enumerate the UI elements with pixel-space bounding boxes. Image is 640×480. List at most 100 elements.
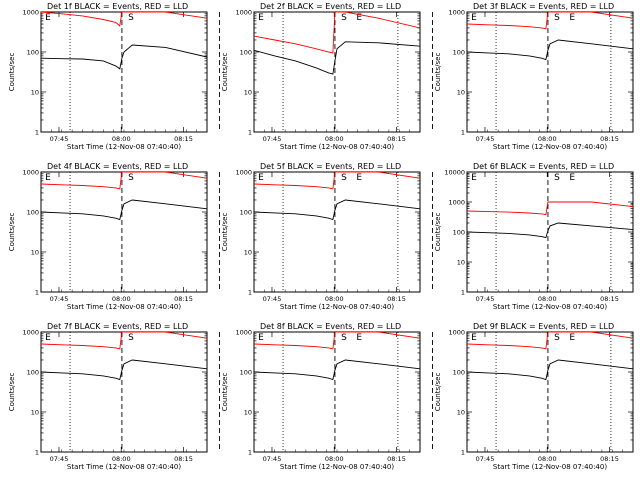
s-marker-label: S [554,333,560,343]
e-marker-label: E [569,173,575,183]
series-line-events [467,39,633,61]
y-tick-label: 1 [248,129,252,137]
e-marker-label: E [569,13,575,23]
e-marker-label: E [356,333,362,343]
x-tick-label: 07:45 [263,135,282,143]
y-tick-label: 100 [240,49,252,57]
y-tick-label: 100 [240,209,252,217]
y-tick-label: 10 [457,409,465,417]
panel-det-7: Det 7f BLACK = Events, RED = LLD 1 10 100 10… [8,322,399,471]
y-tick-label: 10 [31,89,39,97]
y-tick-label: 10 [457,89,465,97]
panel-title: Det 2f BLACK = Events, RED = LLD [260,2,401,11]
y-tick-label: 100 [453,49,465,57]
x-tick-label: 08:15 [174,455,193,463]
series-line-lld [41,12,207,27]
y-tick-label: 1000 [22,9,39,17]
series-line-lld [41,172,207,190]
x-axis-label: Start Time (12-Nov-08 07:40:40) [280,143,394,151]
panel-det-1: Det 1f BLACK = Events, RED = LLD11010010… [8,2,399,151]
x-tick-label: 08:15 [600,295,619,303]
plot-frame [40,331,208,453]
y-tick-label: 1000 [448,199,465,207]
e-marker-label: E [471,173,477,183]
panel-title: Det 5f BLACK = Events, RED = LLD [260,162,401,171]
x-tick-label: 08:15 [174,135,193,143]
x-axis-label: Start Time (12-Nov-08 07:40:40) [493,303,607,311]
y-tick-label: 1 [35,449,39,457]
series-line-events [254,199,420,221]
panel-title: Det 1f BLACK = Events, RED = LLD [47,2,188,11]
y-tick-label: 1 [35,289,39,297]
x-axis-label: Start Time (12-Nov-08 07:40:40) [280,463,394,471]
plot-frame [466,331,634,453]
plot-frame [40,171,208,293]
s-marker-label: S [341,333,347,343]
series-line-lld [254,12,420,54]
x-axis-label: Start Time (12-Nov-08 07:40:40) [493,143,607,151]
y-tick-label: 100 [27,369,39,377]
x-axis-label: Start Time (12-Nov-08 07:40:40) [280,303,394,311]
panel-det-3: Det 3f BLACK = Events, RED = LLD 1 10 100 10… [434,2,634,151]
x-axis-label: Start Time (12-Nov-08 07:40:40) [67,143,181,151]
e-marker-label: E [356,173,362,183]
x-axis-label: Start Time (12-Nov-08 07:40:40) [67,303,181,311]
y-axis-label: Counts/sec [8,373,16,412]
x-tick-label: 08:00 [112,135,131,143]
y-tick-label: 1000 [448,329,465,337]
series-line-events [467,222,633,239]
s-marker-label: S [128,173,134,183]
series-line-events [254,41,420,75]
series-line-lld [467,332,633,350]
x-tick-label: 08:00 [325,295,344,303]
x-tick-label: 08:00 [538,295,557,303]
panel-title: Det 7f BLACK = Events, RED = LLD [47,322,188,331]
y-tick-label: 1000 [448,9,465,17]
y-axis-label: Counts/sec [8,53,16,92]
panel-det-2: Det 2f BLACK = Events, RED = LLD 1 10 100 10… [221,2,612,151]
panel-det-6: Det 6f BLACK = Events, RED = LLD 1 10 100 10… [434,162,634,311]
s-marker-label: S [128,13,134,23]
panel-det-4: Det 4f BLACK = Events, RED = LLD11010010… [8,162,399,311]
plot-frame [40,11,208,133]
x-tick-label: 07:45 [50,135,69,143]
y-tick-label: 1000 [235,9,252,17]
y-tick-label: 1000 [235,169,252,177]
y-tick-label: 1 [248,289,252,297]
plot-frame [253,11,421,133]
y-tick-label: 10 [31,409,39,417]
series-line-events [41,44,207,70]
series-line-lld [254,332,420,350]
y-tick-label: 1 [461,449,465,457]
panel-title: Det 6f BLACK = Events, RED = LLD [473,162,614,171]
x-tick-label: 07:45 [476,135,495,143]
y-tick-label: 1 [461,289,465,297]
y-axis-label: Counts/sec [221,213,229,252]
e-marker-label: E [45,333,51,343]
series-line-lld [41,332,207,350]
series-line-events [41,359,207,381]
y-tick-label: 100 [240,369,252,377]
x-tick-label: 08:00 [325,135,344,143]
x-tick-label: 08:15 [600,135,619,143]
x-tick-label: 07:45 [50,455,69,463]
x-tick-label: 08:00 [325,455,344,463]
series-line-lld [254,172,420,190]
plot-frame [466,11,634,133]
x-tick-label: 08:15 [174,295,193,303]
y-tick-label: 10 [244,249,252,257]
y-axis-label: Counts/sec [221,53,229,92]
y-tick-label: 1 [35,129,39,137]
panel-title: Det 3f BLACK = Events, RED = LLD [473,2,614,11]
panel-title: Det 9f BLACK = Events, RED = LLD [473,322,614,331]
e-marker-label: E [471,13,477,23]
s-marker-label: S [341,173,347,183]
plot-frame [466,171,634,293]
y-tick-label: 100 [453,229,465,237]
x-tick-label: 08:00 [538,455,557,463]
y-tick-label: 100 [27,49,39,57]
plot-frame [253,171,421,293]
series-line-events [467,359,633,381]
x-axis-label: Start Time (12-Nov-08 07:40:40) [67,463,181,471]
series-line-events [41,199,207,221]
